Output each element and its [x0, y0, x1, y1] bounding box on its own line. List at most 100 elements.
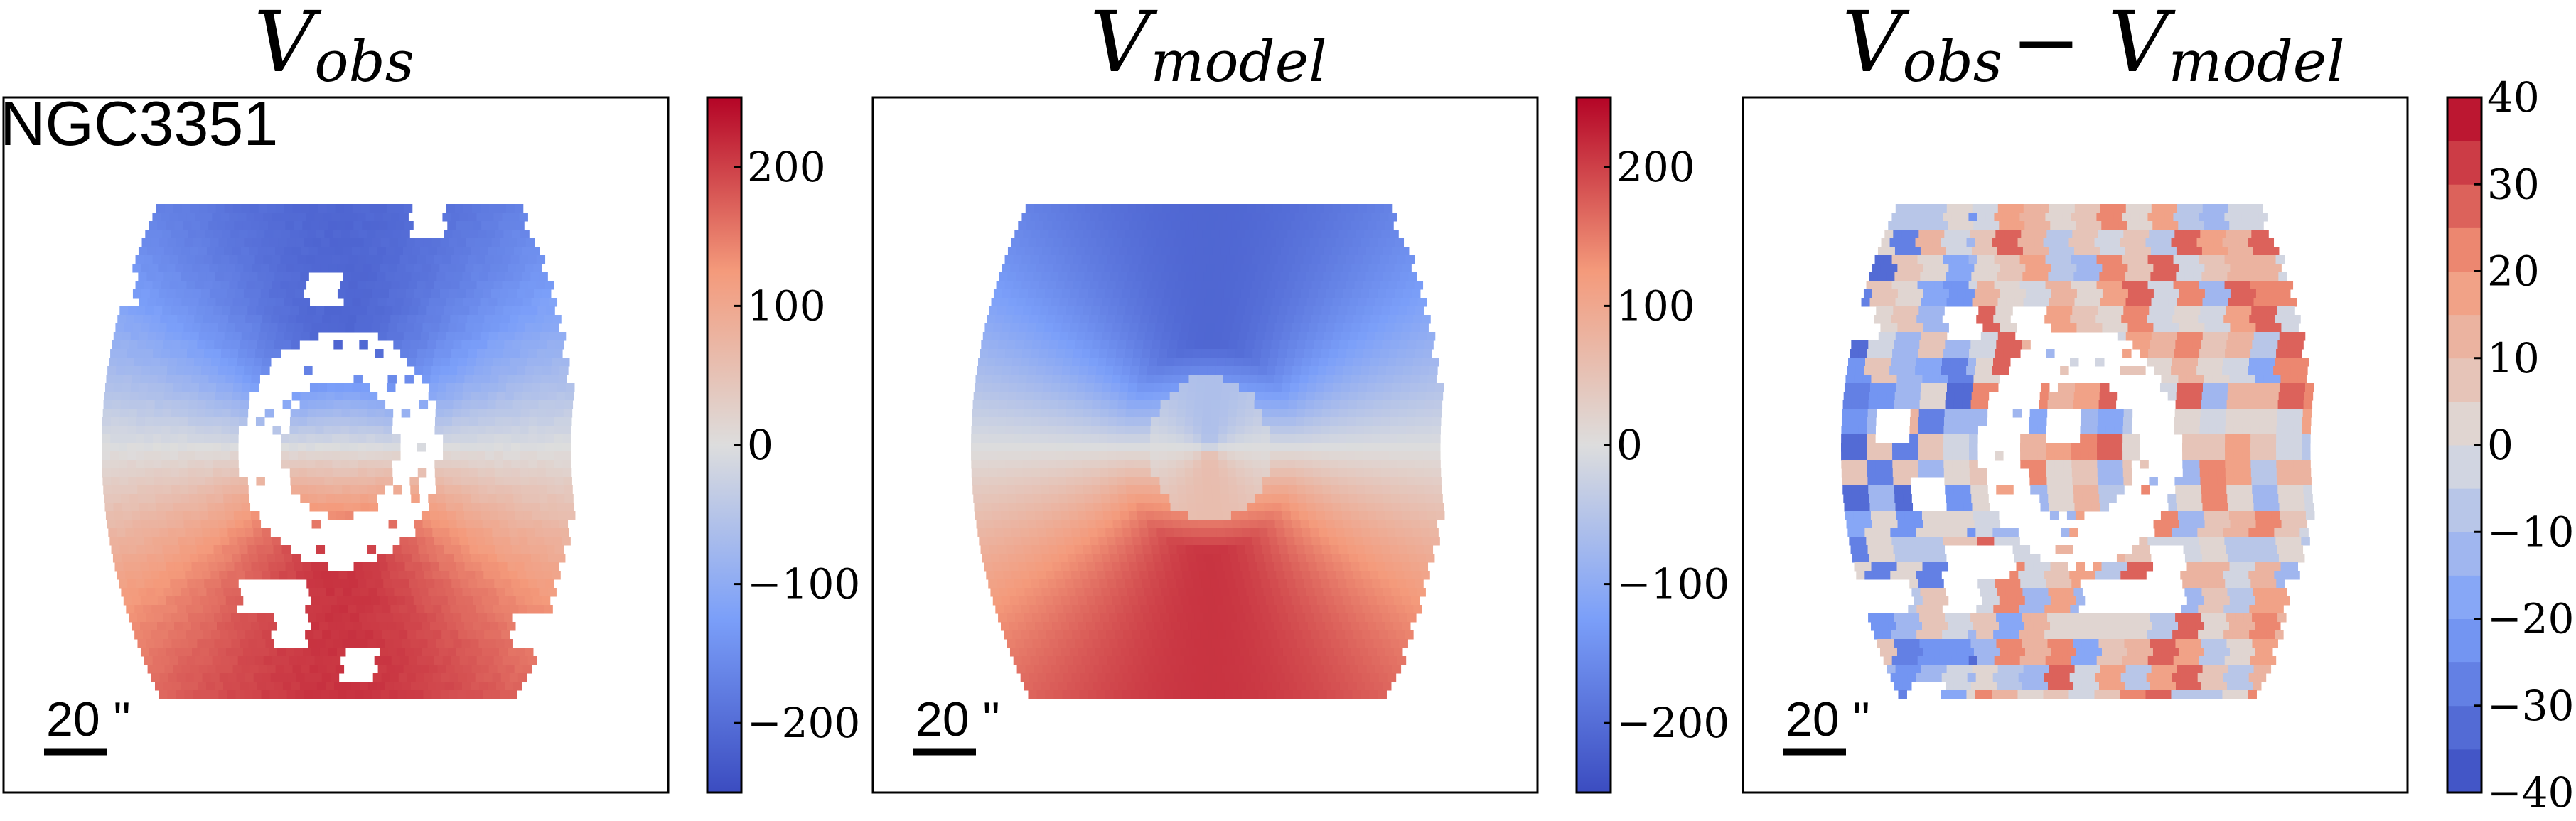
velocity-cell [1027, 264, 1036, 273]
velocity-cell [207, 204, 217, 213]
velocity-cell [198, 554, 208, 563]
velocity-cell [464, 648, 474, 657]
velocity-cell [1048, 477, 1058, 486]
velocity-cell [358, 460, 367, 469]
velocity-cell [377, 272, 386, 281]
velocity-cell [340, 460, 350, 469]
velocity-cell [1011, 366, 1020, 375]
velocity-cell [426, 349, 435, 358]
velocity-cell [1158, 281, 1168, 290]
velocity-cell [1381, 477, 1390, 486]
velocity-cell [230, 468, 240, 478]
velocity-cell [1102, 332, 1112, 341]
velocity-cell [132, 264, 141, 273]
velocity-cell [565, 503, 575, 512]
velocity-cell [1134, 306, 1143, 316]
velocity-cell [172, 392, 182, 401]
velocity-cell [351, 392, 361, 401]
velocity-cell [1219, 230, 1228, 239]
velocity-cell [283, 247, 293, 256]
velocity-cell [460, 468, 470, 478]
velocity-cell [1120, 511, 1129, 520]
velocity-cell [502, 255, 512, 264]
velocity-cell [1235, 213, 1244, 222]
velocity-cell [140, 562, 150, 572]
velocity-cell [190, 503, 200, 512]
velocity-cell [1344, 528, 1353, 537]
velocity-cell [1287, 417, 1297, 426]
velocity-cell [1007, 272, 1016, 281]
velocity-cell [1127, 588, 1136, 597]
velocity-cell [246, 213, 255, 222]
velocity-cell [1093, 494, 1102, 503]
velocity-cell [484, 358, 493, 367]
velocity-cell [1187, 503, 1197, 512]
velocity-cell [314, 255, 324, 264]
velocity-cell [196, 409, 206, 418]
velocity-cell [1373, 306, 1382, 316]
velocity-cell [1090, 443, 1100, 452]
velocity-cell [1270, 545, 1280, 554]
velocity-cell [1211, 477, 1220, 486]
velocity-cell [237, 281, 247, 290]
velocity-cell [1032, 400, 1042, 409]
velocity-cell [138, 588, 147, 597]
velocity-cell [442, 537, 451, 546]
velocity-cell [225, 562, 235, 572]
velocity-cell [109, 537, 119, 546]
velocity-cell [1178, 392, 1188, 401]
velocity-cell [1024, 494, 1034, 503]
velocity-cell [1402, 562, 1412, 572]
velocity-cell [261, 238, 271, 247]
velocity-cell [454, 392, 463, 401]
velocity-cell [1367, 511, 1377, 520]
velocity-cell [505, 383, 515, 392]
velocity-cell [284, 332, 294, 341]
velocity-cell [349, 443, 358, 452]
velocity-cell [272, 255, 281, 264]
velocity-cell [449, 238, 458, 247]
velocity-cell [1378, 238, 1388, 247]
velocity-cell [1262, 306, 1271, 316]
velocity-cell [425, 281, 435, 290]
velocity-cell [325, 400, 335, 409]
velocity-cell [541, 562, 551, 572]
velocity-cell [1012, 605, 1021, 614]
velocity-cell [1223, 562, 1233, 572]
velocity-cell [1167, 443, 1176, 452]
velocity-cell [1152, 485, 1161, 495]
velocity-cell [200, 375, 209, 384]
velocity-cell [518, 605, 527, 614]
velocity-cell [132, 562, 141, 572]
velocity-cell [1187, 204, 1197, 213]
velocity-cell [1302, 528, 1311, 537]
velocity-cell [136, 477, 146, 486]
velocity-cell [517, 528, 527, 537]
velocity-cell [256, 477, 265, 486]
velocity-cell [1082, 426, 1091, 435]
velocity-cell [1306, 247, 1316, 256]
velocity-cell [308, 682, 318, 691]
velocity-cell [1278, 468, 1288, 478]
velocity-cell [558, 375, 567, 384]
velocity-cell [1141, 255, 1151, 264]
velocity-cell [990, 392, 1000, 401]
velocity-cell [206, 392, 216, 401]
velocity-cell [1202, 306, 1211, 316]
velocity-cell [1136, 204, 1146, 213]
velocity-cell [1082, 460, 1091, 469]
velocity-cell [414, 289, 424, 299]
velocity-cell [308, 392, 318, 401]
velocity-cell [1181, 289, 1191, 299]
velocity-cell [1372, 468, 1382, 478]
velocity-cell [507, 648, 517, 657]
velocity-cell [222, 230, 231, 239]
velocity-cell [246, 255, 256, 264]
velocity-cell [218, 520, 227, 529]
velocity-cell [420, 332, 430, 341]
velocity-cell [1176, 434, 1185, 444]
velocity-cell [1261, 443, 1270, 452]
velocity-cell [439, 562, 449, 572]
velocity-cell [1348, 588, 1358, 597]
velocity-cell [1373, 409, 1383, 418]
